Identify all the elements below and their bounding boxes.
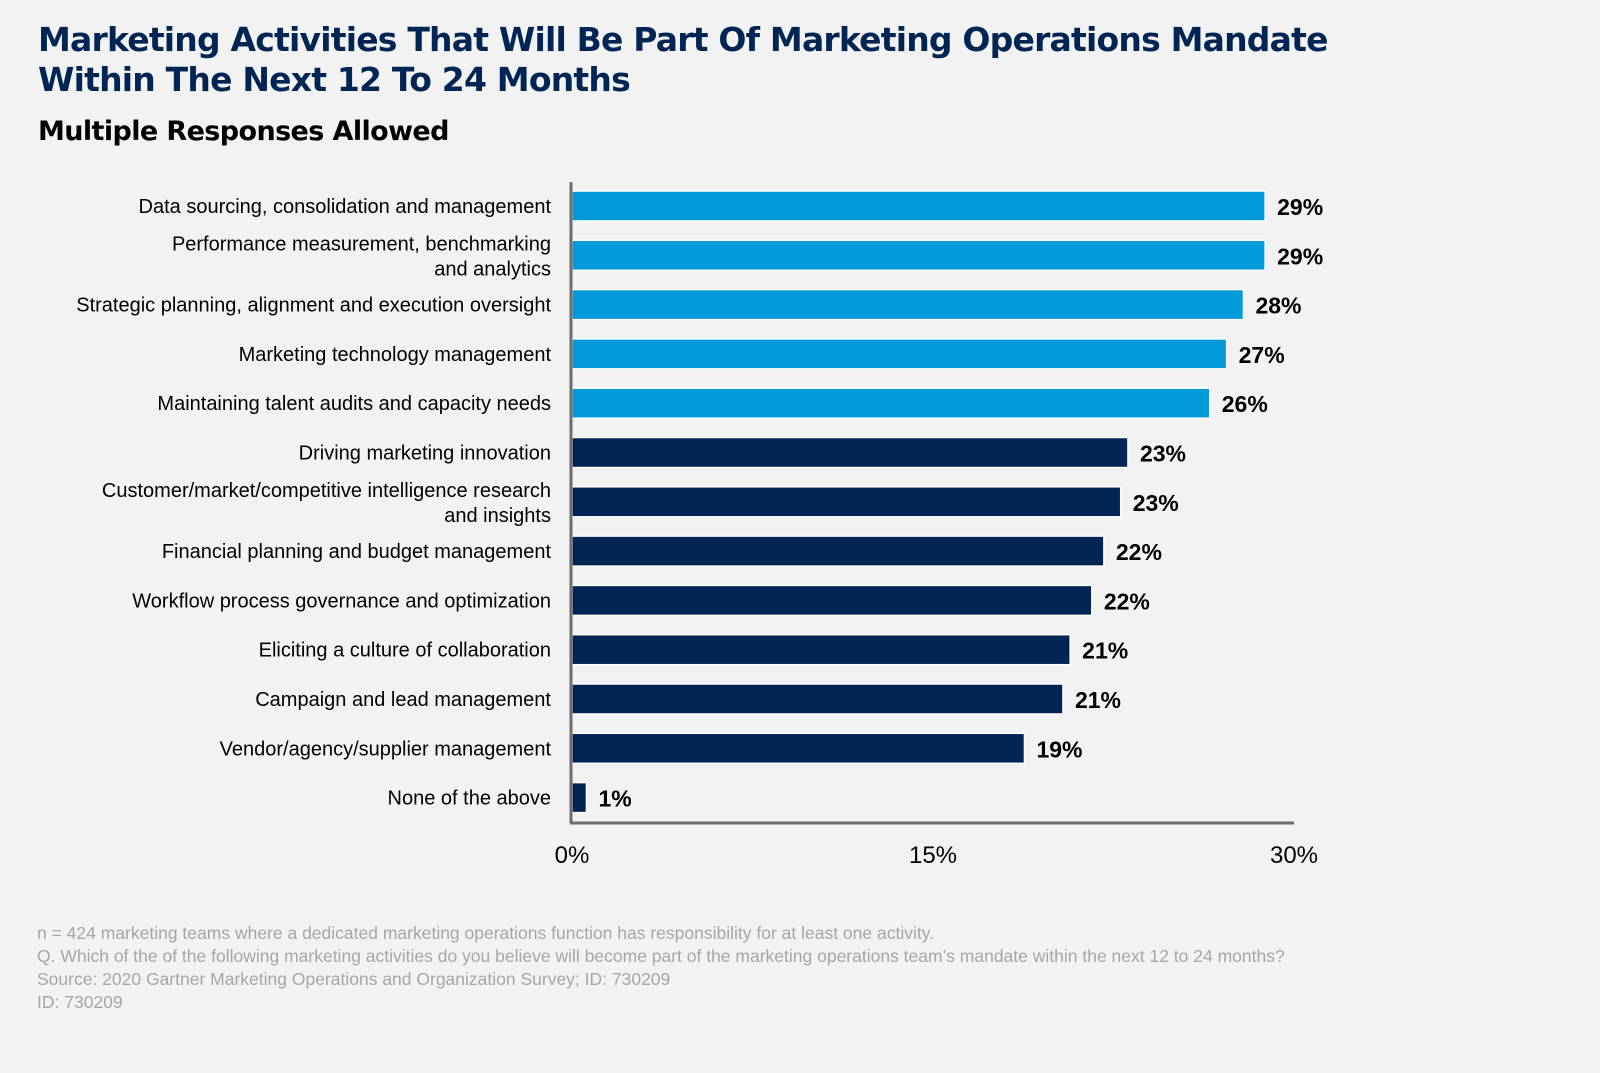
chart-subtitle: Multiple Responses Allowed <box>38 116 449 147</box>
bar-7 <box>571 535 1105 567</box>
value-label-5: 23% <box>1140 441 1186 467</box>
category-label-11: Vendor/agency/supplier management <box>220 738 552 760</box>
value-label-2: 28% <box>1255 293 1301 319</box>
footnote-sample-size: n = 424 marketing teams where a dedicate… <box>37 923 935 943</box>
x-tick-label-1: 15% <box>909 842 957 869</box>
value-label-0: 29% <box>1277 194 1323 220</box>
footnote-question: Q. Which of the of the following marketi… <box>37 946 1285 966</box>
category-label-5: Driving marketing innovation <box>299 443 551 465</box>
category-label-line: and insights <box>444 505 551 527</box>
x-tick-label-2: 30% <box>1270 842 1318 869</box>
footnote-source: Source: 2020 Gartner Marketing Operation… <box>37 969 671 989</box>
value-label-10: 21% <box>1075 687 1121 713</box>
category-label-line: Customer/market/competitive intelligence… <box>102 480 551 502</box>
bar-9 <box>571 633 1071 666</box>
footnote-id: ID: 730209 <box>37 992 123 1012</box>
bar-8 <box>571 584 1093 617</box>
category-label-2: Strategic planning, alignment and execut… <box>76 295 551 317</box>
category-label-0: Data sourcing, consolidation and managem… <box>139 196 552 218</box>
value-label-7: 22% <box>1116 539 1162 565</box>
value-label-3: 27% <box>1239 342 1285 368</box>
bar-6 <box>571 486 1122 518</box>
category-labels: Data sourcing, consolidation and managem… <box>76 196 551 810</box>
bar-3 <box>571 338 1228 370</box>
chart-title: Marketing Activities That Will Be Part O… <box>38 20 1328 99</box>
value-label-9: 21% <box>1082 638 1128 664</box>
category-label-9: Eliciting a culture of collaboration <box>259 640 551 662</box>
category-label-4: Maintaining talent audits and capacity n… <box>157 393 551 415</box>
bars-layer <box>571 190 1266 814</box>
bar-12 <box>571 781 588 814</box>
bar-0 <box>571 190 1266 222</box>
value-label-8: 22% <box>1104 588 1150 614</box>
bar-5 <box>571 436 1129 469</box>
category-label-7: Financial planning and budget management <box>162 541 552 563</box>
value-labels: 29% 29% 28% 27% 26% 23% 23% 22% 22% 21% 21% 19% 1% <box>598 194 1323 812</box>
bar-4 <box>571 387 1211 419</box>
value-label-1: 29% <box>1277 243 1323 269</box>
category-label-line: Performance measurement, benchmarking <box>172 233 551 255</box>
category-label-8: Workflow process governance and optimiza… <box>132 590 551 612</box>
bar-2 <box>571 288 1245 321</box>
value-label-6: 23% <box>1133 490 1179 516</box>
category-label-1: Performance measurement, benchmarking and… <box>172 233 551 280</box>
bar-chart: Data sourcing, consolidation and managem… <box>76 182 1323 869</box>
x-axis-ticks: 0% 15% 30% <box>555 842 1318 869</box>
x-tick-label-0: 0% <box>555 842 590 869</box>
category-label-line: and analytics <box>434 258 551 280</box>
bar-10 <box>571 683 1064 715</box>
footnotes: n = 424 marketing teams where a dedicate… <box>37 922 1537 1014</box>
value-label-12: 1% <box>598 786 631 812</box>
category-label-3: Marketing technology management <box>239 344 552 366</box>
bar-1 <box>571 239 1266 272</box>
category-label-12: None of the above <box>388 788 551 810</box>
category-label-10: Campaign and lead management <box>255 689 551 711</box>
bar-11 <box>571 732 1026 765</box>
category-label-6: Customer/market/competitive intelligence… <box>102 480 551 527</box>
value-label-11: 19% <box>1036 736 1082 762</box>
value-label-4: 26% <box>1222 391 1268 417</box>
